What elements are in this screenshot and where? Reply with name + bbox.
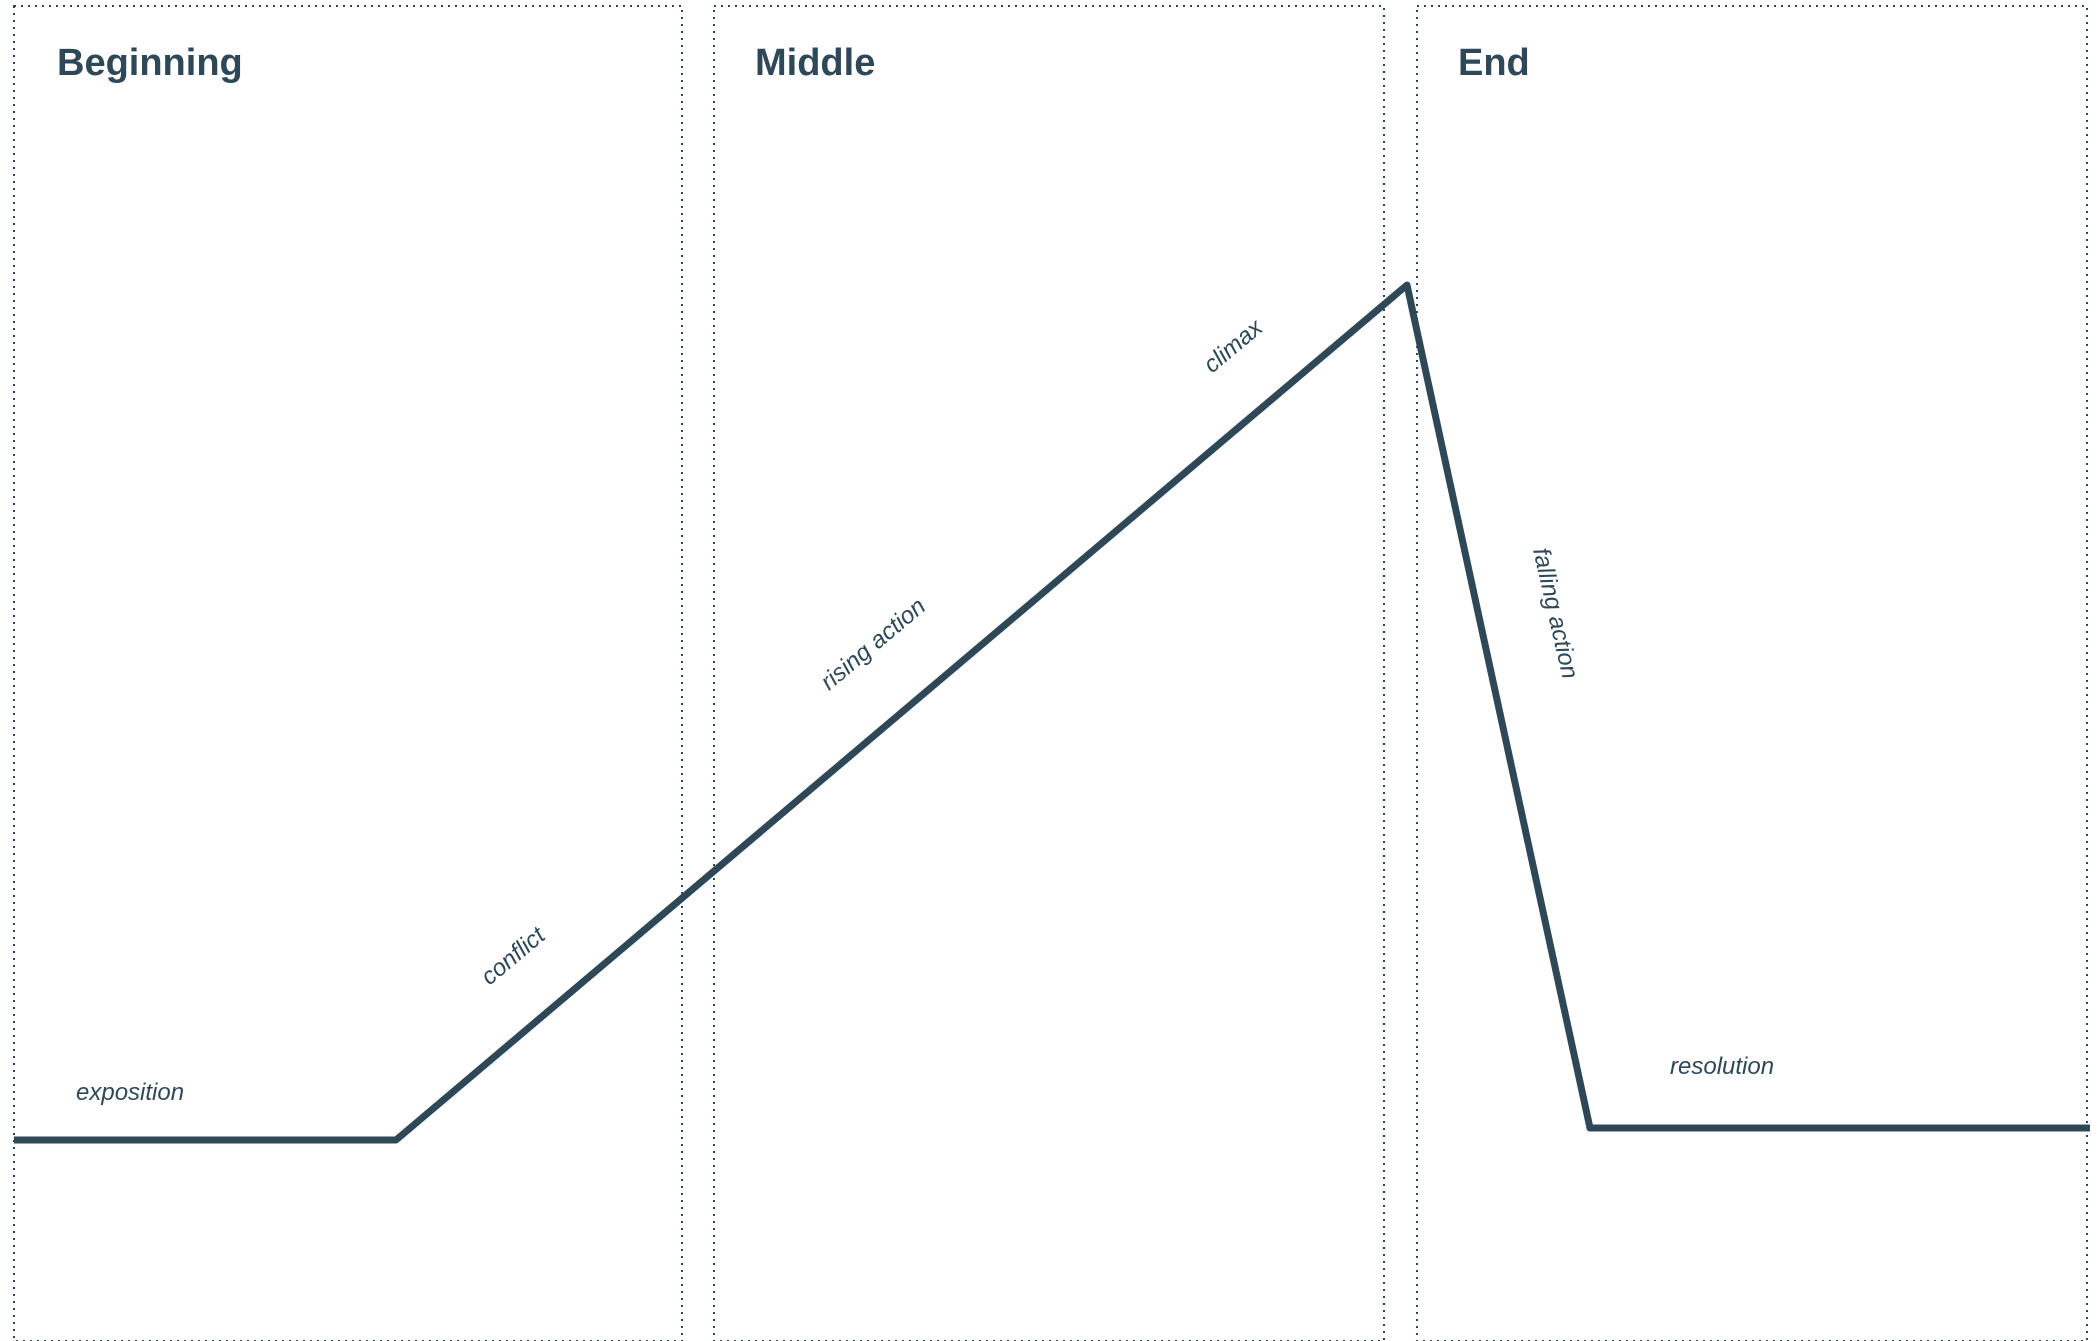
stage-label-climax: climax <box>1198 313 1268 378</box>
section-title-beginning: Beginning <box>57 42 243 84</box>
section-title-middle: Middle <box>755 42 875 84</box>
stage-label-rising-action: rising action <box>815 593 930 696</box>
section-frame-end <box>1416 5 2088 1341</box>
stage-label-exposition: exposition <box>76 1079 184 1106</box>
stage-label-conflict: conflict <box>476 921 552 991</box>
stage-label-falling-action: falling action <box>1527 545 1583 681</box>
section-title-end: End <box>1458 42 1530 84</box>
stage-label-resolution: resolution <box>1670 1053 1774 1080</box>
section-frame-middle <box>713 5 1385 1341</box>
story-arc-line <box>14 281 2090 1144</box>
